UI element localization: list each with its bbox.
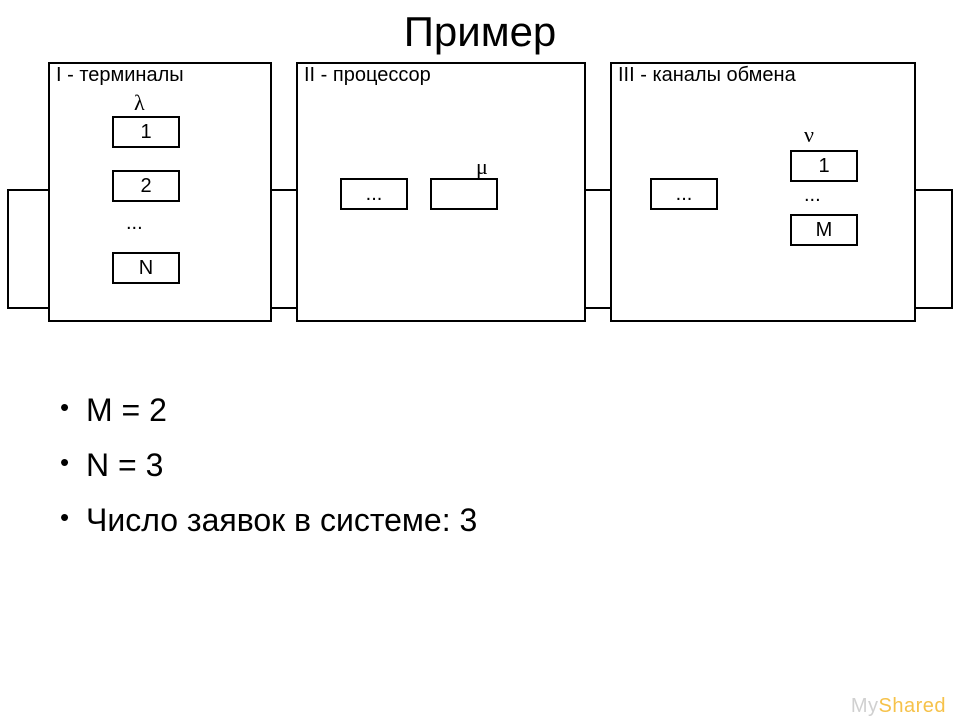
p3-server-1: M <box>790 214 858 246</box>
p3-ellipsis: ... <box>804 184 821 207</box>
panel2-title: II - процессор <box>304 64 431 87</box>
p1-node-1: 2 <box>112 170 180 202</box>
panel1-title: I - терминалы <box>56 64 184 87</box>
watermark: MyShared <box>851 695 946 718</box>
bullet-item: M = 2 <box>60 392 960 429</box>
bullet-item: Число заявок в системе: 3 <box>60 502 960 539</box>
diagram-canvas: I - терминалы II - процессор III - каналы … <box>0 62 960 362</box>
lambda-symbol: λ <box>134 90 145 116</box>
mu-symbol: μ <box>476 154 488 180</box>
panel3-title: III - каналы обмена <box>618 64 796 87</box>
p3-server-0: 1 <box>790 150 858 182</box>
p2-node-0: ... <box>340 178 408 210</box>
p3-queue: ... <box>650 178 718 210</box>
nu-symbol: ν <box>804 122 814 148</box>
watermark-accent: Shared <box>879 695 947 717</box>
bullet-item: N = 3 <box>60 447 960 484</box>
p1-ellipsis: ... <box>126 212 143 235</box>
bullet-list: M = 2 N = 3 Число заявок в системе: 3 <box>60 392 960 539</box>
p1-node-2: N <box>112 252 180 284</box>
p2-node-1 <box>430 178 498 210</box>
watermark-pre: My <box>851 695 879 717</box>
slide-title: Пример <box>0 8 960 56</box>
p1-node-0: 1 <box>112 116 180 148</box>
